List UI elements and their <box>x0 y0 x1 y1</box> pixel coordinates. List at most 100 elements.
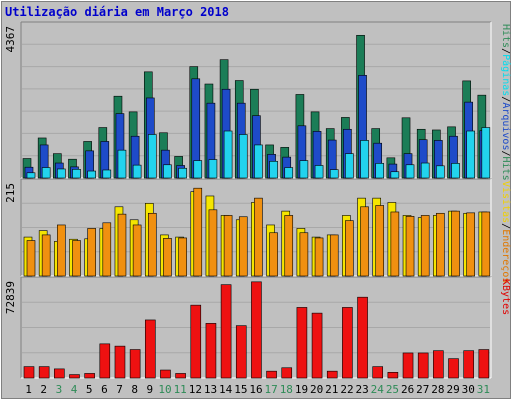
bar-kbytes <box>281 367 293 379</box>
bar-pages <box>299 160 309 179</box>
bar-pages <box>26 172 36 179</box>
bar-pages <box>72 168 81 179</box>
legend-kbytes: KBytes <box>500 279 511 315</box>
bar-pages <box>284 167 294 179</box>
bar-kbytes <box>144 319 156 379</box>
bar-pages <box>481 127 491 179</box>
bar-sites <box>360 206 369 277</box>
legend-hits-item: / <box>500 48 511 54</box>
x-tick-label: 2 <box>40 383 47 396</box>
bar-pages <box>102 169 112 179</box>
x-tick-label: 10 <box>158 383 171 396</box>
bar-kbytes <box>114 345 126 379</box>
bar-sites <box>390 211 400 277</box>
bar-kbytes <box>402 352 414 379</box>
bar-kbytes <box>342 307 353 379</box>
legend-visits-item: / <box>500 223 511 229</box>
x-tick-label: 14 <box>219 383 233 396</box>
bar-kbytes <box>372 366 384 379</box>
x-tick-label: 6 <box>101 383 108 396</box>
bar-kbytes <box>357 296 368 379</box>
chart-title: Utilização diária em Março 2018 <box>5 5 229 19</box>
bar-sites <box>269 232 278 277</box>
bar-kbytes <box>387 372 399 379</box>
x-tick-label: 23 <box>356 383 369 396</box>
bar-kbytes <box>160 369 171 379</box>
bar-sites <box>178 237 187 277</box>
bar-pages <box>147 134 157 179</box>
legend-hits: Hits/Páginas/Arquivos/Hits <box>500 24 512 181</box>
bar-pages <box>238 134 248 179</box>
bar-pages <box>87 170 96 179</box>
x-tick-label: 25 <box>386 383 399 396</box>
bar-sites <box>102 222 112 277</box>
bar-kbytes <box>84 373 95 379</box>
x-tick-label: 17 <box>265 383 278 396</box>
bar-kbytes <box>54 368 65 379</box>
legend-hits-item: Hits <box>500 157 511 181</box>
x-tick-label: 7 <box>116 383 123 396</box>
bar-kbytes <box>296 307 308 379</box>
bar-pages <box>117 149 127 179</box>
x-tick-label: 30 <box>462 383 475 396</box>
y-max-label-kbytes: 72839 <box>4 281 17 314</box>
bar-sites <box>284 215 294 277</box>
x-tick-label: 31 <box>477 383 490 396</box>
x-tick-label: 15 <box>234 383 247 396</box>
bar-kbytes <box>190 304 202 379</box>
bar-kbytes <box>69 374 80 379</box>
x-tick-label: 20 <box>310 383 323 396</box>
bar-kbytes <box>433 350 444 379</box>
bar-sites <box>254 197 263 277</box>
x-tick-label: 24 <box>371 383 385 396</box>
bar-pages <box>329 169 339 179</box>
bar-kbytes <box>99 343 111 379</box>
bar-kbytes <box>417 352 429 379</box>
bar-sites <box>57 224 66 277</box>
bar-pages <box>208 159 218 179</box>
bar-kbytes <box>478 349 490 379</box>
legend-hits-item: / <box>500 150 511 156</box>
x-tick-label: 1 <box>25 383 32 396</box>
bar-kbytes <box>448 358 459 379</box>
bar-pages <box>420 162 430 179</box>
x-tick-label: 29 <box>446 383 459 396</box>
x-tick-label: 27 <box>416 383 429 396</box>
x-tick-label: 9 <box>147 383 154 396</box>
bar-kbytes <box>38 366 50 379</box>
bar-sites <box>375 205 385 277</box>
x-tick-label: 18 <box>280 383 293 396</box>
bar-sites <box>26 240 36 277</box>
bar-pages <box>314 165 324 179</box>
x-tick-label: 21 <box>325 383 338 396</box>
bar-sites <box>132 224 142 277</box>
x-tick-label: 16 <box>249 383 262 396</box>
bar-sites <box>193 187 203 277</box>
bar-kbytes <box>175 373 186 379</box>
bar-sites <box>314 237 324 277</box>
bar-pages <box>193 160 203 179</box>
bar-pages <box>223 130 233 179</box>
bar-pages <box>360 140 369 179</box>
bar-kbytes <box>463 350 474 379</box>
bar-sites <box>72 240 81 277</box>
bar-sites <box>420 215 430 277</box>
x-tick-label: 12 <box>189 383 202 396</box>
bar-sites <box>117 213 127 277</box>
legend-hits-item: Páginas <box>500 54 512 96</box>
bar-pages <box>451 163 460 179</box>
bar-pages <box>57 168 66 179</box>
bar-sites <box>147 212 157 277</box>
bar-pages <box>132 164 142 179</box>
x-tick-label: 22 <box>340 383 353 396</box>
legend-visits-item: Visitas <box>500 181 511 223</box>
x-tick-label: 26 <box>401 383 414 396</box>
bar-kbytes <box>23 366 35 379</box>
bar-sites <box>223 215 233 277</box>
bar-pages <box>390 171 400 179</box>
bar-pages <box>436 165 445 179</box>
bar-pages <box>178 167 187 179</box>
x-tick-label: 28 <box>431 383 444 396</box>
